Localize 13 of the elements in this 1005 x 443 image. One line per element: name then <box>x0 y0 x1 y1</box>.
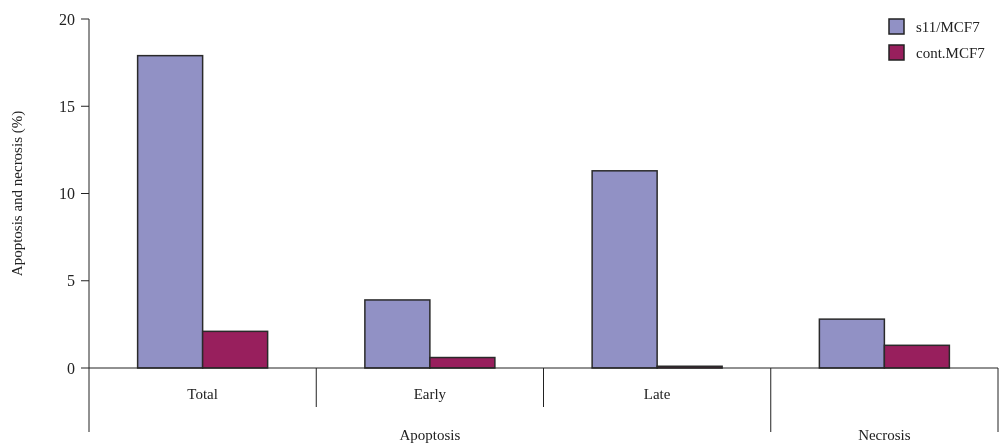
x-tick-label: Early <box>413 386 447 402</box>
text: Necrosis <box>858 427 911 443</box>
y-tick-label: 5 <box>67 272 75 290</box>
text: Apoptosis <box>399 427 461 443</box>
y-tick-label: 0 <box>67 359 75 377</box>
legend-label: s11/MCF7 <box>916 19 981 36</box>
y-tick-label: 20 <box>59 10 75 28</box>
x-tick-label: Late <box>643 386 671 402</box>
y-tick-label: 10 <box>59 185 75 203</box>
y-axis-title: Apoptosis and necrosis (%) <box>9 110 26 277</box>
x-tick-label: Total <box>187 386 218 402</box>
legend-label: cont.MCF7 <box>916 45 986 62</box>
y-tick-label: 15 <box>59 97 75 115</box>
